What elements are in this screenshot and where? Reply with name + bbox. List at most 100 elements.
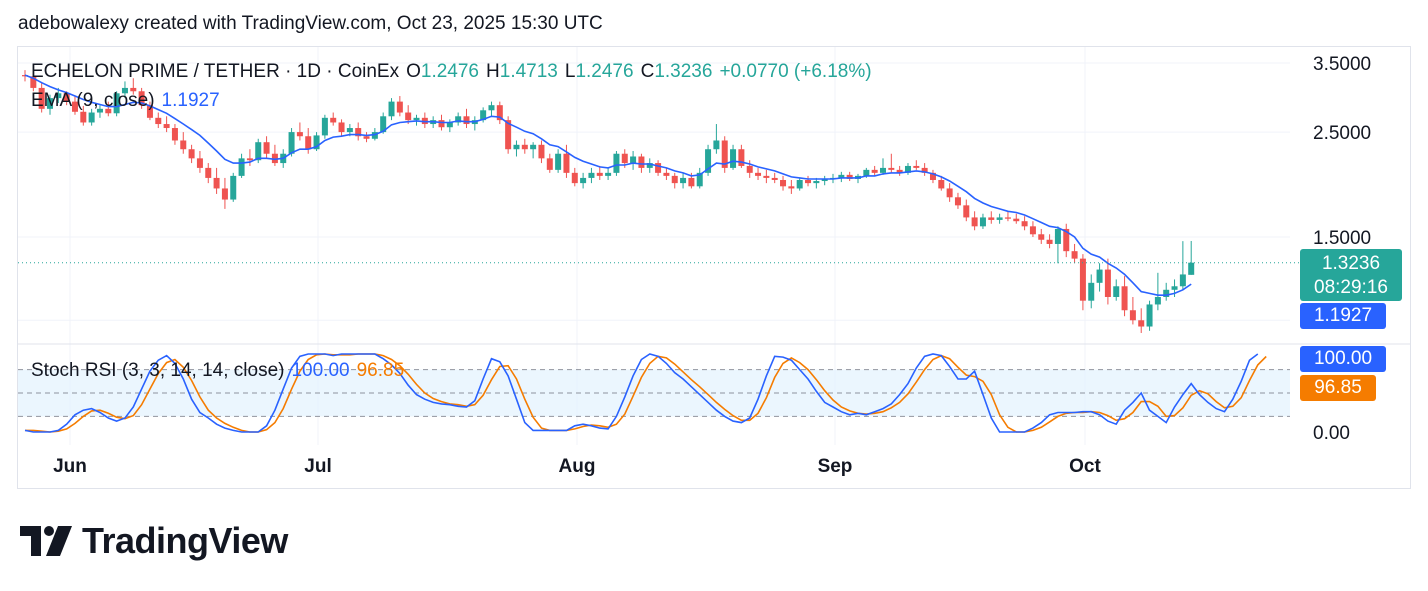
candle-2: [38, 82, 45, 113]
price-tick-label: 1.5000: [1313, 228, 1371, 249]
candle-89: [763, 169, 770, 184]
time-tick-label: Jun: [53, 456, 87, 477]
candle-body: [1171, 286, 1178, 290]
candle-body: [588, 172, 595, 178]
candle-7: [80, 105, 87, 126]
candle-30: [271, 144, 278, 166]
candle-body: [113, 93, 120, 114]
candle-38: [338, 119, 345, 137]
candle-115: [979, 213, 986, 229]
candle-112: [954, 192, 961, 209]
candle-body: [538, 144, 545, 159]
candle-body: [655, 163, 662, 173]
candle-body: [780, 179, 787, 187]
candle-body: [680, 177, 687, 184]
candle-134: [1138, 308, 1145, 333]
candle-body: [396, 101, 403, 113]
ema-line: [24, 74, 1192, 297]
candle-body: [671, 175, 678, 184]
candle-body: [455, 116, 462, 123]
candle-body: [463, 116, 470, 125]
candle-137: [1163, 282, 1170, 301]
candle-32: [288, 128, 295, 157]
candle-82: [705, 144, 712, 176]
candle-140: [1188, 240, 1195, 275]
stoch-rsi-label: Stoch RSI (3, 3, 14, 14, close): [31, 360, 285, 381]
candle-113: [963, 199, 970, 222]
candle-53: [463, 108, 470, 129]
candle-107: [913, 160, 920, 170]
price-tick-label: 3.5000: [1313, 54, 1371, 75]
stoch-d-value: 96.85: [356, 360, 405, 381]
candle-body: [546, 158, 553, 170]
close-label: C: [640, 61, 655, 82]
candle-body: [755, 172, 762, 176]
candle-24: [221, 177, 228, 209]
candle-body: [946, 188, 953, 198]
candle-110: [938, 175, 945, 191]
candle-body: [330, 117, 337, 123]
candle-body: [188, 149, 195, 159]
candle-body: [405, 112, 412, 121]
legend-symbol-row: ECHELON PRIME / TETHER · 1D · CoinEx O1.2…: [31, 61, 872, 83]
candle-26: [238, 153, 245, 178]
candle-81: [696, 167, 703, 189]
candle-96: [821, 175, 828, 186]
candle-40: [355, 122, 362, 141]
candle-body: [363, 136, 370, 139]
candle-91: [780, 175, 787, 191]
candle-body: [805, 179, 812, 184]
candle-body: [871, 169, 878, 173]
candle-body: [1179, 274, 1186, 287]
candle-body: [263, 142, 270, 154]
candle-body: [954, 197, 961, 206]
candle-90: [771, 172, 778, 184]
candle-body: [788, 186, 795, 189]
candle-85: [730, 144, 737, 170]
candle-body: [271, 153, 278, 164]
candle-body: [846, 174, 853, 179]
candle-16: [155, 112, 162, 129]
close-value: 1.3236: [654, 61, 713, 82]
candle-99: [846, 171, 853, 182]
candle-3: [46, 94, 53, 115]
candle-14: [138, 87, 145, 109]
candle-94: [805, 175, 812, 187]
candle-131: [1113, 279, 1120, 301]
candle-105: [896, 165, 903, 176]
chart-frame: [17, 46, 1411, 489]
candle-body: [746, 165, 753, 173]
candle-body: [513, 144, 520, 150]
candle-body: [904, 165, 911, 173]
candle-body: [1013, 218, 1020, 222]
candle-body: [180, 140, 187, 150]
candle-25: [230, 172, 237, 202]
candle-body: [1004, 217, 1011, 219]
candle-body: [996, 217, 1003, 220]
stoch-k-tag: 100.00: [1300, 346, 1386, 372]
candle-122: [1038, 228, 1045, 244]
candle-body: [138, 91, 145, 106]
candle-60: [521, 138, 528, 154]
candle-body: [488, 105, 495, 111]
candle-98: [838, 171, 845, 183]
candle-57: [496, 101, 503, 125]
candle-body: [580, 177, 587, 184]
candle-121: [1029, 221, 1036, 237]
candle-118: [1004, 211, 1011, 222]
candle-104: [888, 153, 895, 173]
candle-body: [205, 167, 212, 178]
candle-65: [563, 144, 570, 178]
candle-103: [879, 158, 886, 175]
candle-body: [88, 112, 95, 123]
candle-body: [238, 158, 245, 176]
candle-8: [88, 108, 95, 126]
candle-19: [180, 132, 187, 154]
candle-body: [1146, 304, 1153, 327]
candle-93: [796, 177, 803, 191]
candle-body: [796, 179, 803, 189]
candle-body: [1096, 269, 1103, 283]
candle-71: [613, 151, 620, 176]
candle-18: [171, 124, 178, 145]
